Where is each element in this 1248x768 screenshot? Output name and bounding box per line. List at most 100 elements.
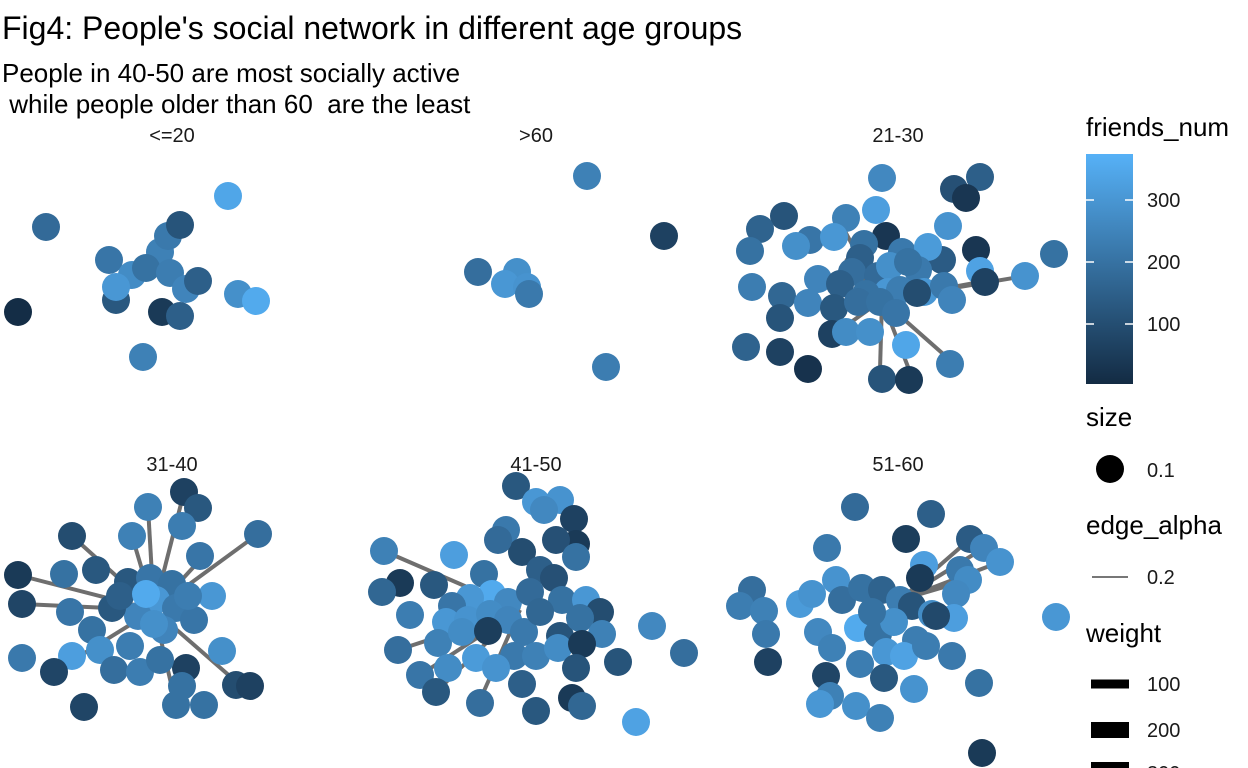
network-node: [832, 318, 860, 346]
network-panels: [4, 162, 1070, 767]
network-node: [180, 606, 208, 634]
network-node: [750, 597, 778, 625]
network-node: [515, 280, 543, 308]
network-node: [856, 318, 884, 346]
panel-title-gt60: >60: [519, 125, 553, 147]
network-node: [106, 582, 134, 610]
network-edge: [898, 546, 986, 602]
network-node: [942, 580, 970, 608]
network-node: [732, 333, 760, 361]
network-node: [162, 691, 190, 719]
network-node: [208, 637, 236, 665]
network-node: [8, 644, 36, 672]
network-panel: [4, 478, 272, 721]
network-node: [95, 246, 123, 274]
network-node: [804, 265, 832, 293]
panel-title-51-60: 51-60: [872, 454, 923, 476]
network-node: [242, 287, 270, 315]
network-node: [166, 211, 194, 239]
network-node: [102, 273, 130, 301]
network-node: [906, 564, 934, 592]
network-node: [986, 548, 1014, 576]
network-node: [794, 355, 822, 383]
legend-size-key: [1096, 455, 1124, 483]
network-node: [936, 350, 964, 378]
network-node: [862, 196, 890, 224]
network-panel: [732, 163, 1068, 394]
network-node: [1040, 240, 1068, 268]
network-node: [1042, 603, 1070, 631]
network-node: [174, 582, 202, 610]
network-node: [540, 564, 568, 592]
network-node: [190, 691, 218, 719]
network-node: [752, 620, 780, 648]
network-node: [870, 664, 898, 692]
network-node: [244, 520, 272, 548]
network-node: [638, 612, 666, 640]
network-node: [214, 182, 242, 210]
legend-size-label: 0.1: [1147, 460, 1175, 482]
network-node: [766, 304, 794, 332]
legend-edge-alpha-title: edge_alpha: [1086, 510, 1222, 540]
network-node: [116, 632, 144, 660]
network-node: [592, 353, 620, 381]
network-node: [146, 646, 174, 674]
network-node: [434, 654, 462, 682]
network-node: [820, 223, 848, 251]
network-node: [56, 598, 84, 626]
legend-weight-title: weight: [1085, 618, 1162, 648]
network-node: [820, 294, 848, 322]
network-node: [510, 618, 538, 646]
chart-title: Fig4: People's social network in differe…: [2, 10, 743, 46]
network-node: [184, 494, 212, 522]
network-node: [420, 571, 448, 599]
network-node: [738, 273, 766, 301]
network-node: [894, 248, 922, 276]
network-node: [440, 541, 468, 569]
network-node: [965, 669, 993, 697]
network-node: [134, 493, 162, 521]
network-node: [484, 526, 512, 554]
network-node: [917, 500, 945, 528]
network-node: [966, 163, 994, 191]
legend-friends-num: friends_num 300 200 100: [1086, 112, 1229, 384]
network-node: [754, 648, 782, 676]
network-node: [604, 648, 632, 676]
network-node: [971, 268, 999, 296]
network-node: [841, 493, 869, 521]
network-node: [542, 526, 570, 554]
network-node: [140, 610, 168, 638]
network-node: [890, 642, 918, 670]
legend-friends-num-title: friends_num: [1086, 112, 1229, 142]
network-node: [846, 650, 874, 678]
legend-size-title: size: [1086, 402, 1132, 432]
network-node: [826, 270, 854, 298]
network-node: [168, 512, 196, 540]
network-node: [866, 704, 894, 732]
network-node: [844, 288, 872, 316]
network-node: [70, 693, 98, 721]
network-node: [952, 184, 980, 212]
legend-size: size 0.1: [1086, 402, 1175, 483]
network-node: [424, 629, 452, 657]
network-node: [622, 708, 650, 736]
network-node: [842, 692, 870, 720]
network-node: [396, 601, 424, 629]
network-node: [508, 538, 536, 566]
network-node: [548, 586, 576, 614]
network-node: [573, 162, 601, 190]
network-node: [766, 338, 794, 366]
network-node: [806, 690, 834, 718]
network-node: [914, 233, 942, 261]
network-node: [895, 366, 923, 394]
network-node: [922, 602, 950, 630]
network-node: [166, 302, 194, 330]
network-node: [868, 164, 896, 192]
network-node: [236, 672, 264, 700]
network-node: [544, 634, 572, 662]
network-node: [522, 642, 550, 670]
network-node: [530, 496, 558, 524]
network-node: [448, 618, 476, 646]
network-node: [184, 267, 212, 295]
